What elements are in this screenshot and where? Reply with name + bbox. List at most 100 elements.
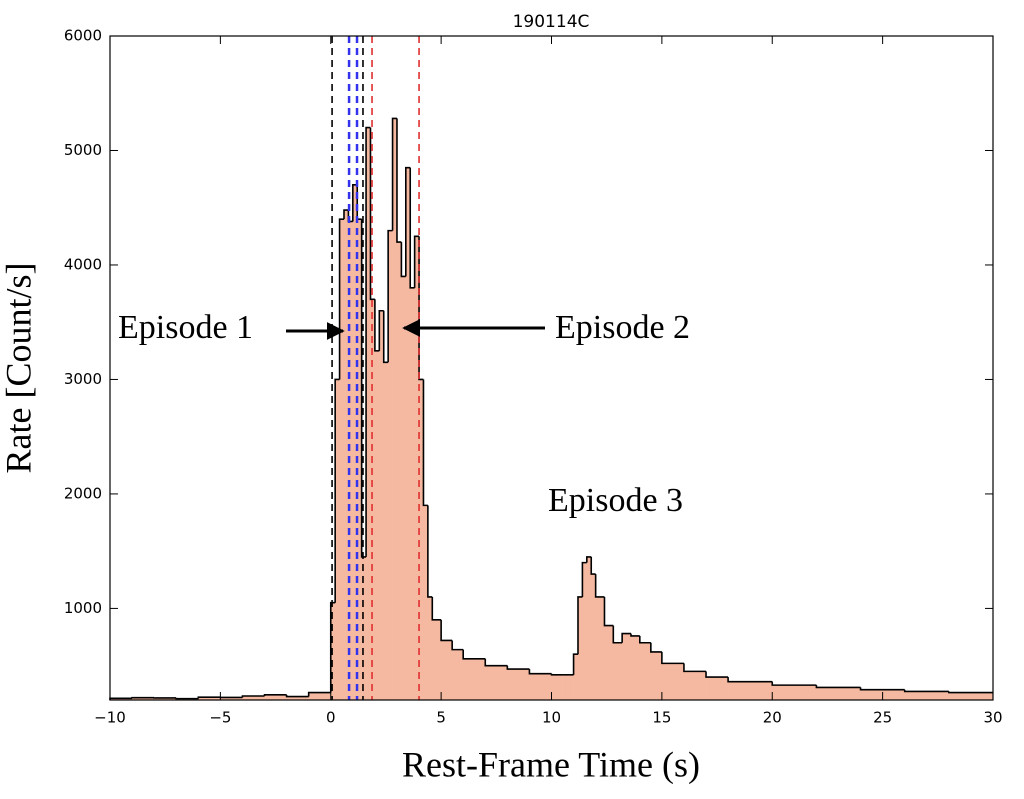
plot-frame [109,35,994,701]
bar-outline [705,671,729,678]
y-tick-label: 1000 [64,599,102,617]
bar-outline [630,633,640,637]
x-tick-label: −10 [94,709,126,727]
bar [396,242,402,700]
bar [529,673,552,700]
x-tick-label: 15 [652,709,671,727]
bar [604,625,614,700]
bar-outline [391,117,397,231]
annotation: Episode 3 [548,482,683,519]
bar [661,663,685,700]
bar-outline [418,236,424,381]
bar [401,276,407,700]
bar [308,692,332,700]
bar [410,287,415,700]
bar-outline [621,632,631,643]
bar-outline [603,596,614,627]
bar-outline [451,640,464,651]
x-tick-label: 10 [542,709,561,727]
bar [630,635,641,700]
bar [339,219,345,700]
bar [573,654,579,700]
annotation: Episode 2 [555,309,690,346]
bar [728,681,773,700]
bar-outline [378,309,384,351]
annotation: Episode 1 [118,309,253,346]
bar-outline [343,209,349,220]
bar [379,310,385,700]
bar [220,697,243,700]
bar-outline [815,685,861,689]
bar [613,642,623,700]
bar [551,674,563,700]
bar-outline [594,574,605,598]
bar-outline [859,687,905,691]
bar-outline [131,696,155,699]
bar [577,596,583,700]
bar-outline [396,118,402,243]
y-tick-label: 5000 [64,141,102,159]
bar [414,236,420,700]
bar-outline [374,299,380,352]
x-tick-label: 30 [983,709,1002,727]
bar-outline [683,663,707,673]
bar [485,665,508,700]
bar [357,219,362,700]
bar-outline [369,127,375,301]
bar [622,633,632,700]
bar-outline [431,596,442,621]
bar [650,651,663,700]
x-tick-label: 20 [763,709,782,727]
bar-outline [612,625,623,644]
bar-outline [948,691,993,694]
bar [388,230,393,700]
y-tick-label: 3000 [64,370,102,388]
bar-outline [409,167,415,289]
bar-outline [400,242,406,278]
bar-outline [263,694,287,696]
bar [706,677,729,700]
bar [242,695,265,700]
bar-outline [241,695,265,698]
bar [264,694,287,700]
bar-outline [422,379,428,507]
bar-outline [427,505,433,598]
bar-outline [484,658,508,667]
bar [335,379,340,700]
bar [948,692,994,700]
plot-area [109,36,994,701]
bar [595,596,605,700]
bar-outline [572,653,578,675]
bar-outline [577,596,583,655]
bar-outline [639,635,651,644]
bar [432,619,442,700]
bar-outline [462,649,486,660]
bar [348,221,354,700]
bar [507,669,530,700]
bar-outline [197,696,221,699]
bar-outline [307,691,331,697]
bar [132,697,155,700]
x-tick-label: 25 [873,709,892,727]
bar [683,671,707,700]
x-tick-label: 5 [436,709,446,727]
bar [154,697,177,700]
bar [405,167,411,701]
bar [423,505,429,700]
bar [374,350,380,700]
bar [582,562,588,700]
bar [639,642,652,700]
bar [419,379,424,700]
y-tick-label: 4000 [64,255,102,273]
bar [904,691,950,700]
bar [591,574,596,700]
bar [330,602,336,700]
bar-outline [387,229,393,363]
bar [586,556,592,700]
bar-outline [528,669,552,675]
bar-outline [175,697,199,700]
bar [110,698,133,700]
bar-outline [413,235,420,288]
bar-outline [405,166,411,277]
